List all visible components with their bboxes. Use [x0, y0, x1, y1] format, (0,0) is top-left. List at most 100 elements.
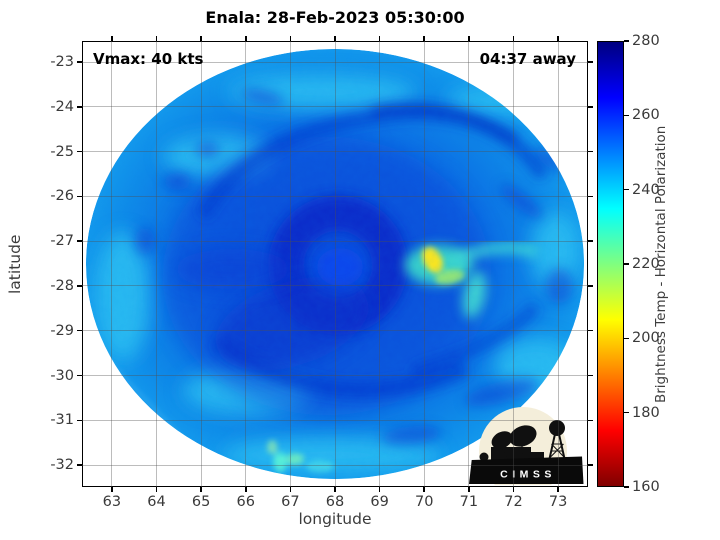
x-tick-label: 66 [236, 494, 255, 510]
time-away-annotation: 04:37 away [479, 50, 576, 68]
x-tick-mark-bottom [557, 487, 559, 492]
x-tick-mark-bottom [512, 487, 515, 492]
gridline-horizontal [82, 61, 588, 63]
plot-title: Enala: 28-Feb-2023 05:30:00 [205, 8, 465, 27]
gridline-horizontal [82, 330, 588, 332]
gridline-horizontal [82, 151, 588, 153]
x-tick-mark-top [111, 36, 113, 41]
y-tick-mark-left [77, 285, 82, 287]
x-tick-label: 69 [370, 494, 389, 510]
gridline-horizontal [82, 419, 588, 421]
x-tick-label: 70 [415, 494, 434, 510]
x-tick-mark-bottom [245, 487, 247, 492]
x-tick-mark-top [289, 36, 292, 41]
y-tick-mark-right [588, 419, 593, 422]
x-tick-label: 68 [325, 494, 345, 510]
x-axis-label: longitude [298, 510, 372, 528]
gridline-vertical [289, 41, 291, 487]
x-tick-label: 73 [548, 494, 568, 510]
colorbar-tick-mark [624, 486, 629, 488]
storm-swath-image [85, 48, 585, 480]
x-tick-mark-top [423, 36, 425, 41]
colorbar-tick-mark [624, 337, 629, 339]
x-tick-mark-top [200, 36, 202, 41]
y-tick-mark-left [77, 374, 82, 377]
gridline-vertical [379, 41, 381, 487]
y-tick-label: -24 [50, 98, 74, 115]
gridline-vertical [557, 41, 559, 487]
gridline-vertical [156, 41, 158, 487]
y-tick-label: -29 [50, 322, 74, 339]
gridline-horizontal [82, 195, 588, 197]
colorbar-tick-label: 220 [632, 256, 660, 272]
y-tick-label: -32 [50, 457, 74, 474]
x-tick-mark-bottom [468, 487, 470, 492]
colorbar-label: Brightness Temp - Horizontal Polarizatio… [653, 125, 669, 403]
y-tick-label: -28 [50, 277, 74, 294]
x-tick-label: 63 [102, 494, 122, 510]
y-tick-mark-right [588, 150, 593, 153]
gridline-vertical [245, 41, 247, 487]
y-tick-mark-right [588, 61, 593, 63]
gridline-horizontal [82, 375, 588, 376]
y-tick-mark-left [77, 106, 82, 108]
gridline-horizontal [82, 285, 588, 287]
y-axis-label: latitude [6, 234, 24, 294]
y-tick-label: -31 [50, 412, 74, 429]
gridline-horizontal [82, 106, 588, 108]
y-tick-mark-right [588, 240, 593, 242]
y-tick-mark-left [77, 150, 82, 153]
y-tick-mark-right [588, 285, 593, 287]
y-tick-mark-right [588, 106, 593, 108]
colorbar-gradient [597, 41, 624, 487]
y-tick-label: -23 [50, 54, 74, 71]
y-tick-label: -30 [50, 367, 74, 384]
y-tick-mark-left [77, 419, 82, 422]
water-tower-lattice [548, 433, 566, 462]
x-tick-label: 67 [281, 494, 300, 510]
y-tick-label: -26 [50, 188, 74, 205]
x-tick-mark-bottom [111, 487, 113, 492]
colorbar-tick-label: 240 [632, 181, 660, 198]
x-tick-label: 65 [191, 494, 211, 510]
x-tick-mark-top [245, 36, 247, 41]
gridline-vertical [200, 41, 202, 487]
x-tick-mark-bottom [423, 487, 425, 492]
y-tick-mark-right [588, 329, 593, 332]
gridline-horizontal [82, 464, 588, 466]
cimss-logo-silhouette [479, 420, 565, 462]
y-tick-label: -25 [50, 143, 74, 160]
x-tick-mark-top [334, 36, 336, 41]
colorbar-tick-label: 180 [632, 404, 660, 421]
vmax-annotation: Vmax: 40 kts [93, 50, 204, 68]
y-tick-label: -27 [50, 233, 74, 250]
y-tick-mark-left [77, 195, 82, 198]
y-tick-mark-right [588, 374, 593, 377]
cimss-logo-banner [469, 456, 584, 484]
gridline-vertical [111, 41, 113, 487]
gridline-vertical [512, 41, 514, 487]
y-tick-mark-left [77, 240, 82, 242]
x-tick-label: 71 [459, 494, 479, 510]
x-tick-mark-top [557, 36, 559, 41]
y-tick-mark-right [588, 464, 593, 466]
x-tick-mark-top [468, 36, 470, 41]
x-tick-mark-top [155, 36, 158, 41]
colorbar-tick-mark [624, 189, 629, 191]
colorbar-tick-label: 260 [632, 107, 660, 124]
y-tick-mark-left [77, 329, 82, 332]
colorbar-tick-mark [624, 412, 629, 414]
colorbar-tick-label: 160 [632, 479, 660, 495]
x-tick-mark-bottom [155, 487, 158, 492]
water-tower-ball [549, 420, 565, 436]
colorbar-tick-label: 280 [632, 33, 660, 49]
gridline-vertical [334, 41, 336, 487]
swath-disk [85, 48, 585, 480]
x-tick-mark-bottom [378, 487, 381, 492]
gridline-vertical [423, 41, 425, 487]
x-tick-label: 72 [504, 494, 523, 510]
cimss-logo-text: CIMSS [500, 469, 556, 481]
cimss-logo: CIMSS [469, 407, 584, 485]
y-tick-mark-left [77, 61, 82, 63]
